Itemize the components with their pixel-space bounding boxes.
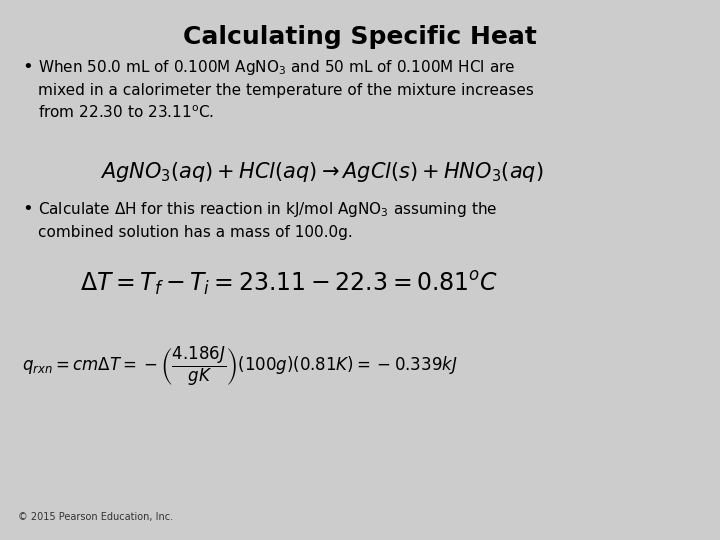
Text: Calculating Specific Heat: Calculating Specific Heat [183,25,537,49]
Text: $q_{rxn} = cm\Delta T = -\left(\dfrac{4.186J}{gK}\right)(100g)(0.81K) = -0.339kJ: $q_{rxn} = cm\Delta T = -\left(\dfrac{4.… [22,345,458,388]
Text: •: • [22,58,32,76]
Text: Calculate $\Delta$H for this reaction in kJ/mol AgNO$_3$ assuming the
combined s: Calculate $\Delta$H for this reaction in… [38,200,498,240]
Text: © 2015 Pearson Education, Inc.: © 2015 Pearson Education, Inc. [18,512,173,522]
Text: $\Delta T = T_f - T_i = 23.11 - 22.3 = 0.81^oC$: $\Delta T = T_f - T_i = 23.11 - 22.3 = 0… [80,270,498,298]
Text: $AgNO_3(aq) + HCl(aq) \rightarrow AgCl(s) + HNO_3(aq)$: $AgNO_3(aq) + HCl(aq) \rightarrow AgCl(s… [100,160,544,184]
Text: When 50.0 mL of 0.100M AgNO$_3$ and 50 mL of 0.100M HCl are
mixed in a calorimet: When 50.0 mL of 0.100M AgNO$_3$ and 50 m… [38,58,534,122]
Text: •: • [22,200,32,218]
